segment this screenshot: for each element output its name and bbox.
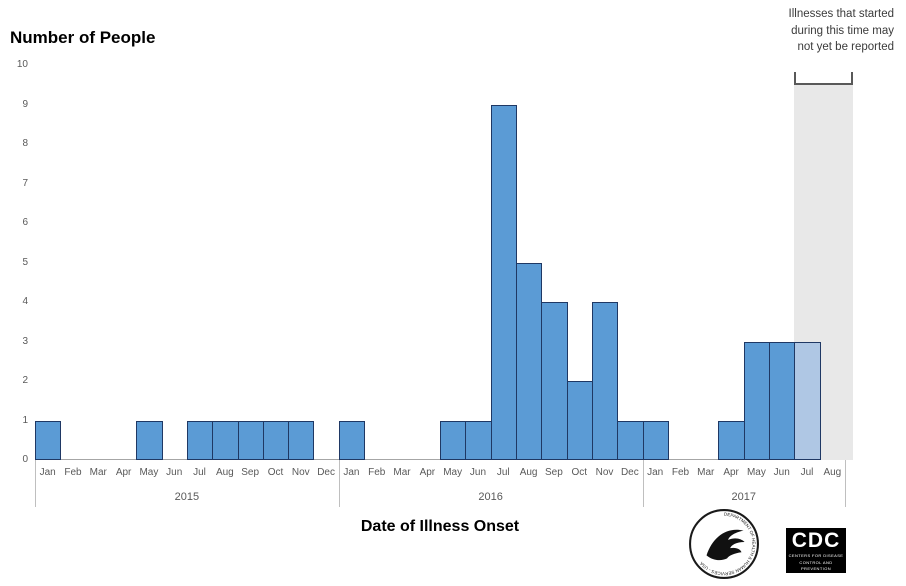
x-axis-title: Date of Illness Onset bbox=[360, 518, 520, 535]
bar-sep-2016 bbox=[541, 302, 568, 460]
x-tick-label: Jan bbox=[343, 467, 360, 478]
x-tick-label: Aug bbox=[215, 467, 234, 478]
bar-jun-2016 bbox=[465, 420, 492, 460]
x-tick-label: Apr bbox=[723, 467, 739, 478]
bar-may-2015 bbox=[136, 420, 163, 460]
x-tick-label: Jan bbox=[647, 467, 664, 478]
x-tick-label: Feb bbox=[671, 467, 690, 478]
x-tick-label: Oct bbox=[267, 467, 284, 478]
bar-aug-2016 bbox=[515, 262, 543, 460]
bar-jan-2016 bbox=[338, 420, 366, 460]
bar-apr-2017 bbox=[718, 420, 745, 460]
bar-jul-2016 bbox=[490, 104, 517, 460]
y-tick-label: 8 bbox=[22, 138, 28, 149]
bar-dec-2016 bbox=[617, 420, 644, 460]
hhs-eagle-icon bbox=[706, 529, 745, 561]
y-tick-label: 10 bbox=[16, 59, 28, 70]
not-yet-reported-bracket bbox=[794, 71, 853, 85]
x-tick-label: Aug bbox=[823, 467, 842, 478]
y-tick-label: 7 bbox=[22, 177, 28, 189]
x-tick-label: Jul bbox=[800, 467, 814, 478]
bar-sep-2015 bbox=[237, 420, 264, 460]
year-label: 2016 bbox=[478, 491, 503, 503]
bar-jan-2015 bbox=[35, 420, 62, 460]
x-tick-label: Jul bbox=[496, 467, 510, 478]
x-tick-label: Mar bbox=[697, 467, 715, 478]
year-separator bbox=[338, 460, 340, 507]
x-tick-label: Dec bbox=[620, 467, 639, 478]
y-tick-label: 9 bbox=[22, 98, 28, 110]
x-tick-label: Nov bbox=[595, 467, 614, 478]
bar-jul-2017 bbox=[794, 341, 821, 460]
x-tick-label: Mar bbox=[89, 467, 107, 478]
hhs-seal-logo: DEPARTMENT OF HEALTH & HUMAN SERVICES - … bbox=[689, 509, 759, 579]
cdc-logo: CDC CENTERS FOR DISEASE CONTROL AND PREV… bbox=[786, 528, 846, 573]
year-separator bbox=[845, 460, 846, 507]
x-tick-label: Jun bbox=[773, 467, 790, 478]
x-tick-label: Nov bbox=[291, 467, 310, 478]
bar-jun-2017 bbox=[769, 341, 796, 460]
y-tick-label: 1 bbox=[22, 414, 28, 426]
y-tick-label: 4 bbox=[22, 296, 28, 307]
x-tick-label: Feb bbox=[368, 467, 386, 478]
x-tick-label: Apr bbox=[419, 467, 436, 478]
bar-may-2016 bbox=[440, 420, 467, 460]
y-tick-label: 2 bbox=[22, 375, 28, 386]
y-tick-label: 3 bbox=[22, 335, 28, 347]
year-label: 2015 bbox=[174, 491, 200, 503]
x-tick-label: Mar bbox=[393, 467, 411, 478]
x-tick-label: May bbox=[746, 467, 766, 478]
not-yet-reported-annotation: Illnesses that started during this time … bbox=[788, 8, 894, 54]
y-axis-title: Number of People bbox=[10, 28, 156, 47]
x-tick-label: May bbox=[443, 467, 463, 478]
y-tick-label: 0 bbox=[22, 454, 28, 465]
x-tick-label: Sep bbox=[545, 467, 563, 478]
y-tick-label: 5 bbox=[22, 256, 28, 268]
x-tick-label: Feb bbox=[64, 467, 82, 478]
plot-area bbox=[35, 65, 853, 460]
bar-nov-2015 bbox=[288, 420, 315, 460]
year-label: 2017 bbox=[731, 491, 756, 503]
x-tick-label: Jul bbox=[193, 467, 206, 478]
bar-may-2017 bbox=[743, 341, 771, 460]
cdc-logo-subtext-2: CONTROL AND PREVENTION bbox=[799, 560, 833, 571]
bar-nov-2016 bbox=[591, 302, 619, 460]
cdc-logo-text: CDC bbox=[791, 528, 841, 552]
bar-jul-2015 bbox=[186, 420, 214, 460]
x-tick-label: Jan bbox=[39, 467, 56, 478]
bar-aug-2015 bbox=[212, 420, 239, 460]
year-separator bbox=[35, 460, 36, 507]
x-tick-label: Jun bbox=[469, 467, 487, 478]
x-tick-label: Sep bbox=[241, 467, 260, 478]
x-tick-label: May bbox=[139, 467, 159, 478]
x-tick-label: Jun bbox=[166, 467, 183, 478]
x-tick-label: Apr bbox=[115, 467, 132, 478]
bar-jan-2017 bbox=[642, 420, 669, 460]
bar-oct-2016 bbox=[566, 381, 593, 460]
x-tick-label: Oct bbox=[571, 467, 587, 478]
x-tick-label: Dec bbox=[317, 467, 335, 478]
x-tick-label: Aug bbox=[519, 467, 538, 478]
cdc-logo-subtext-1: CENTERS FOR DISEASE bbox=[788, 552, 844, 558]
bar-oct-2015 bbox=[262, 420, 290, 460]
year-separator bbox=[642, 460, 644, 507]
y-tick-label: 6 bbox=[22, 217, 28, 228]
